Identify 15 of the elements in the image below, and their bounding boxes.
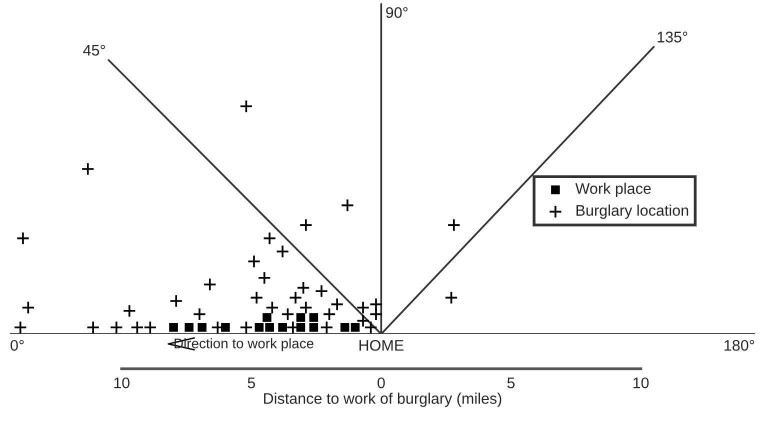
x-tick-label: 5 xyxy=(248,378,256,388)
x-tick-label: 5 xyxy=(507,378,515,388)
x-tick-label: 0 xyxy=(378,377,385,388)
x-axis-title: Distance to work of burglary (miles) xyxy=(264,392,502,407)
annotation: 45° xyxy=(83,44,105,56)
annotation: 0° xyxy=(10,340,24,351)
annotation: 135° xyxy=(658,32,688,42)
legend-label: Burglary location xyxy=(576,204,688,219)
annotation: 180° xyxy=(724,340,754,351)
annotation: 90° xyxy=(386,7,408,18)
x-tick-label: 10 xyxy=(114,377,130,388)
text: Direction to work place xyxy=(174,338,314,352)
legend-label: Work place xyxy=(575,182,651,197)
annotation: HOME xyxy=(360,340,404,351)
x-tick-label: 10 xyxy=(633,377,649,388)
